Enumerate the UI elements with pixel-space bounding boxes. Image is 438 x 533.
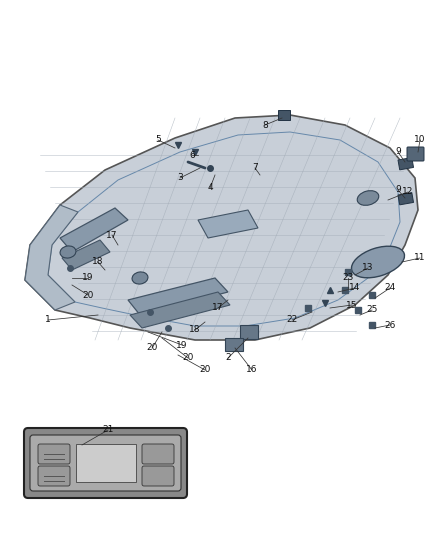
Bar — [398, 192, 413, 205]
Text: 18: 18 — [92, 257, 104, 266]
Text: 16: 16 — [246, 366, 258, 375]
Text: 1: 1 — [45, 316, 51, 325]
Text: 20: 20 — [199, 366, 211, 375]
FancyBboxPatch shape — [38, 466, 70, 486]
Text: 15: 15 — [346, 301, 358, 310]
FancyBboxPatch shape — [407, 147, 424, 161]
Text: 12: 12 — [403, 188, 413, 197]
Text: 9: 9 — [395, 148, 401, 157]
Polygon shape — [25, 115, 418, 340]
Text: 22: 22 — [286, 316, 298, 325]
Polygon shape — [128, 278, 228, 315]
Ellipse shape — [357, 191, 379, 205]
Text: 7: 7 — [252, 164, 258, 173]
Polygon shape — [130, 292, 230, 328]
FancyBboxPatch shape — [38, 444, 70, 464]
Text: 6: 6 — [189, 150, 195, 159]
Text: 25: 25 — [366, 305, 378, 314]
Text: 26: 26 — [384, 320, 396, 329]
Text: 20: 20 — [82, 290, 94, 300]
Bar — [240, 325, 258, 339]
Text: 10: 10 — [414, 135, 426, 144]
Bar — [76, 444, 136, 482]
Bar — [398, 158, 413, 170]
Text: 24: 24 — [385, 284, 396, 293]
Text: 5: 5 — [155, 135, 161, 144]
Text: 13: 13 — [362, 263, 374, 272]
Text: 19: 19 — [176, 341, 188, 350]
Text: 19: 19 — [82, 273, 94, 282]
Text: 9: 9 — [395, 185, 401, 195]
FancyBboxPatch shape — [30, 435, 181, 491]
Text: 2: 2 — [225, 353, 231, 362]
Text: 8: 8 — [262, 120, 268, 130]
FancyBboxPatch shape — [24, 428, 187, 498]
FancyBboxPatch shape — [142, 466, 174, 486]
Text: 20: 20 — [146, 343, 158, 352]
Text: 17: 17 — [106, 230, 118, 239]
Text: 20: 20 — [182, 353, 194, 362]
Text: 4: 4 — [207, 183, 213, 192]
Bar — [278, 110, 290, 120]
Text: 17: 17 — [212, 303, 224, 312]
Polygon shape — [62, 240, 110, 270]
Polygon shape — [25, 205, 78, 310]
Text: 3: 3 — [177, 174, 183, 182]
Polygon shape — [60, 208, 128, 252]
Text: 23: 23 — [343, 273, 354, 282]
Text: 18: 18 — [189, 326, 201, 335]
FancyBboxPatch shape — [142, 444, 174, 464]
Ellipse shape — [351, 246, 405, 278]
Text: 11: 11 — [414, 254, 426, 262]
Ellipse shape — [132, 272, 148, 284]
Polygon shape — [198, 210, 258, 238]
Text: 14: 14 — [350, 284, 360, 293]
Text: 21: 21 — [102, 425, 114, 434]
Bar — [225, 338, 243, 351]
Ellipse shape — [60, 246, 76, 258]
